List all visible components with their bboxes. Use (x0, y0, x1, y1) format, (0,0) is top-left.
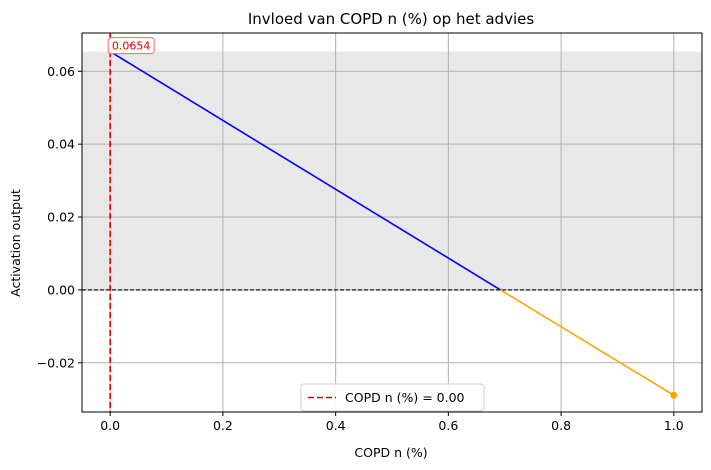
x-axis-ticks: 0.0 0.2 0.4 0.6 0.8 1.0 (100, 412, 684, 433)
value-annotation-box (107, 37, 155, 55)
x-tick-label: 0.2 (213, 418, 233, 433)
y-tick-label: −0.02 (37, 355, 75, 370)
y-tick-label: 0.00 (47, 282, 75, 297)
x-tick-label: 0.6 (438, 418, 458, 433)
x-tick-label: 0.0 (100, 418, 120, 433)
x-tick-label: 1.0 (664, 418, 684, 433)
chart-title: Invloed van COPD n (%) op het advies (248, 10, 534, 28)
y-tick-label: 0.06 (47, 64, 75, 79)
value-annotation-text: 0.0654 (112, 40, 151, 53)
x-tick-label: 0.4 (326, 418, 346, 433)
legend: COPD n (%) = 0.00 (300, 383, 485, 412)
legend-box (300, 383, 485, 412)
series-line-1 (109, 50, 501, 291)
axes (81, 32, 703, 413)
y-tick-label: 0.04 (47, 137, 75, 152)
y-tick-label: 0.02 (47, 210, 75, 225)
x-axis-label: COPD n (%) (354, 445, 427, 460)
y-axis-ticks: −0.02 0.00 0.02 0.04 0.06 (37, 64, 82, 370)
plot-frame (81, 32, 703, 413)
end-point-marker (670, 391, 678, 399)
plot-background-group (82, 33, 702, 412)
legend-entry-label: COPD n (%) = 0.00 (345, 390, 465, 405)
y-axis-label: Activation output (8, 189, 23, 297)
annotation-layer: 0.0654 (107, 37, 155, 55)
x-tick-label: 0.8 (551, 418, 571, 433)
series-line-2 (500, 289, 675, 396)
shaded-region (82, 51, 702, 290)
data-layer (82, 33, 702, 412)
